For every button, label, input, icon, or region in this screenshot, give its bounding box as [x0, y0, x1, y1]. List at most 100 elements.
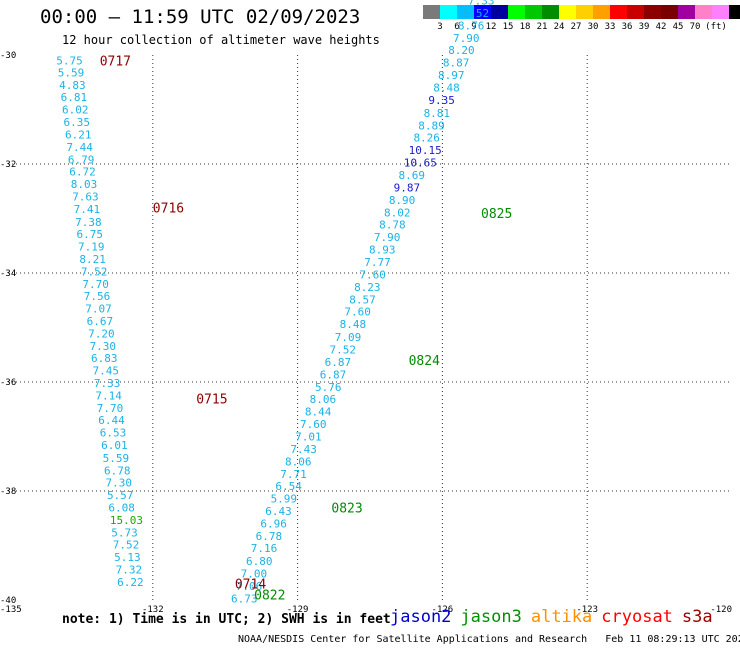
legend-swatch: [423, 5, 440, 19]
satellite-name: jason2: [390, 607, 452, 627]
chart-note: note: 1) Time is in UTC; 2) SWH is in fe…: [62, 612, 391, 627]
time-labels: 0717 0716 0715 0714 0825 0824 0823 0822: [100, 54, 513, 603]
swh-point-label: 5.99: [271, 493, 298, 506]
swh-point-label: 4.83: [59, 79, 86, 92]
legend-label: 30: [587, 22, 599, 32]
legend-swatch: [559, 5, 576, 19]
legend-label: 3: [437, 22, 443, 32]
swh-point-label: 6.21: [65, 129, 92, 142]
legend-label: 15: [502, 22, 514, 32]
swh-point-label: 6.53: [100, 427, 127, 440]
legend-swatch: [576, 5, 593, 19]
swh-point-label: 7.45: [92, 365, 119, 378]
time-label: 0825: [481, 207, 512, 222]
swh-point-label: 6.22: [117, 576, 144, 589]
swh-point-label: 8.48: [433, 82, 460, 95]
gridlines: [8, 55, 732, 600]
x-tick-label: -120: [710, 605, 732, 615]
y-tick-label: -30: [0, 51, 16, 61]
x-tick-label: -123: [576, 605, 598, 615]
time-label: 0822: [254, 589, 285, 604]
swh-point-label: 7.77: [364, 256, 391, 269]
swh-point-label: 7.52: [329, 343, 356, 356]
legend-swatch: [593, 5, 610, 19]
swh-point-label: 6.75: [77, 228, 104, 241]
legend-swatch: [457, 5, 474, 19]
y-tick-label: -38: [0, 487, 16, 497]
swh-point-label: 7.44: [66, 141, 93, 154]
swh-point-label: 7.32: [116, 563, 143, 576]
legend-label: 12: [485, 22, 497, 32]
swh-point-label: 9.87: [394, 181, 421, 194]
swh-point-label: 7.90: [374, 231, 401, 244]
legend-label: 36: [621, 22, 633, 32]
swh-point-label: 8.93: [369, 244, 396, 257]
legend-label: 6: [454, 22, 460, 32]
swh-point-label: 8.23: [354, 281, 381, 294]
legend-swatch: [695, 5, 712, 19]
swh-point-label: 6.81: [61, 91, 88, 104]
legend-label: 9: [471, 22, 477, 32]
swh-point-label: 8.03: [71, 178, 98, 191]
swh-point-label: 7.30: [105, 476, 131, 489]
swh-point-label: 7.16: [251, 542, 277, 555]
footer-credit: NOAA/NESDIS Center for Satellite Applica…: [238, 634, 740, 645]
swh-point-label: 7.43: [290, 443, 317, 456]
swh-point-label: 10.15: [409, 144, 442, 157]
swh-point-label: 7.06: [236, 580, 263, 593]
x-tick-label: -129: [287, 605, 309, 615]
legend-swatch: [542, 5, 559, 19]
swh-point-label: 6.83: [91, 352, 118, 365]
swh-point-label: 8.44: [305, 405, 332, 418]
swh-point-label: 7.70: [82, 278, 109, 291]
swh-points: 5.755.594.836.816.026.356.217.446.796.72…: [56, 0, 494, 605]
y-tick-label: -36: [0, 378, 16, 388]
x-tick-label: -135: [0, 605, 22, 615]
swh-point-label: 8.89: [418, 119, 445, 132]
legend-label: (ft): [705, 22, 727, 32]
legend-swatch: [610, 5, 627, 19]
swh-point-label: 6.78: [104, 464, 130, 477]
legend-swatch: [491, 5, 508, 19]
swh-point-label: 6.54: [275, 480, 302, 493]
swh-point-label: 7.60: [344, 306, 371, 319]
swh-point-label: 8.20: [448, 44, 475, 57]
swh-point-label: 8.52: [463, 7, 490, 20]
swh-point-label: 8.69: [398, 169, 425, 182]
y-tick-label: -32: [0, 160, 16, 170]
swh-point-label: 6.79: [68, 154, 95, 167]
swh-point-label: 5.76: [315, 381, 342, 394]
swh-point-label: 8.06: [310, 393, 337, 406]
x-tick-label: -126: [432, 605, 454, 615]
swh-point-label: 7.38: [75, 216, 102, 229]
legend-swatch: [644, 5, 661, 19]
swh-point-label: 5.57: [107, 489, 133, 502]
legend-label: 18: [519, 22, 531, 32]
swh-point-label: 6.02: [62, 104, 89, 117]
satellite-name: jason3: [460, 607, 522, 627]
swh-point-label: 7.09: [335, 331, 362, 344]
time-label: 0824: [409, 354, 440, 369]
swh-point-label: 7.30: [90, 340, 117, 353]
time-label: 0823: [331, 501, 362, 516]
legend-swatch: [712, 5, 729, 19]
swh-point-label: 7.70: [97, 402, 124, 415]
swh-point-label: 7.56: [84, 290, 111, 303]
swh-point-label: 6.78: [256, 530, 283, 543]
swh-point-label: 10.65: [404, 156, 437, 169]
legend-swatch: [474, 5, 491, 19]
swh-point-label: 6.44: [98, 414, 125, 427]
time-label: 0715: [196, 392, 227, 407]
time-label: 0717: [100, 54, 131, 69]
swh-point-label: 8.57: [349, 294, 376, 307]
swh-point-label: 7.33: [94, 377, 121, 390]
legend-swatch: [525, 5, 542, 19]
swh-point-label: 6.87: [320, 368, 347, 381]
axis-ticks: -135 -132 -129 -126 -123 -120 -30 -32 -34 -36 -38 -…: [0, 51, 732, 615]
swh-point-label: 5.59: [103, 452, 129, 465]
time-label: 0716: [153, 202, 184, 217]
swh-point-label: 8.26: [413, 131, 440, 144]
swh-point-label: 6.67: [87, 315, 114, 328]
chart-title: 00:00 — 11:59 UTC 02/09/2023: [40, 6, 361, 28]
